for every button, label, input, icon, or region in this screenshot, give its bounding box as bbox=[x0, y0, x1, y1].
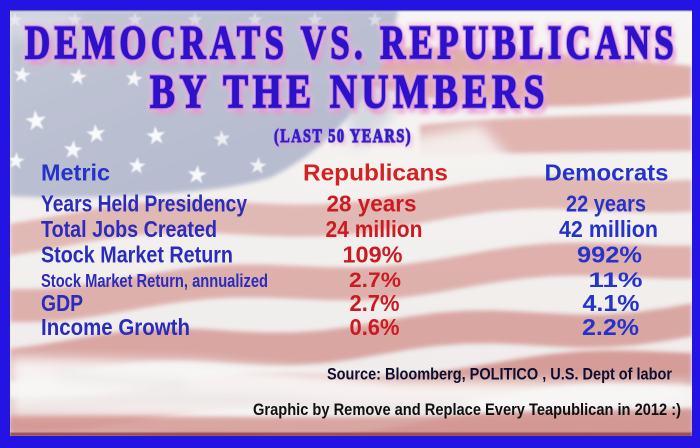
svg-text:992%: 992% bbox=[577, 242, 642, 268]
svg-text:109%: 109% bbox=[343, 242, 403, 268]
svg-text:Stock Market Return: Stock Market Return bbox=[41, 242, 233, 268]
svg-text:24 million: 24 million bbox=[326, 216, 423, 242]
svg-text:DEMOCRATS VS. REPUBLICANS: DEMOCRATS VS. REPUBLICANS bbox=[25, 17, 678, 70]
svg-text:0.6%: 0.6% bbox=[350, 314, 400, 340]
svg-text:DEMOCRATS VS. REPUBLICANS: DEMOCRATS VS. REPUBLICANS bbox=[25, 17, 678, 70]
svg-text:BY THE NUMBERS: BY THE NUMBERS bbox=[154, 72, 553, 125]
svg-text:Democrats: Democrats bbox=[545, 160, 669, 186]
svg-text:4.1%: 4.1% bbox=[583, 290, 640, 316]
svg-text:22 years: 22 years bbox=[566, 190, 646, 216]
svg-text:Source: Bloomberg, POLITICO ,: Source: Bloomberg, POLITICO , U.S. Dept … bbox=[327, 366, 673, 384]
svg-text:2.7%: 2.7% bbox=[350, 290, 400, 316]
svg-text:28 years: 28 years bbox=[327, 190, 417, 216]
svg-text:Total Jobs Created: Total Jobs Created bbox=[41, 216, 217, 242]
svg-text:42 million: 42 million bbox=[559, 216, 658, 242]
svg-text:BY THE NUMBERS: BY THE NUMBERS bbox=[150, 66, 549, 119]
svg-text:Stock Market Return, annualize: Stock Market Return, annualized bbox=[41, 271, 268, 291]
svg-text:2.7%: 2.7% bbox=[349, 269, 401, 292]
svg-text:GDP: GDP bbox=[41, 290, 83, 316]
svg-text:(LAST 50 YEARS): (LAST 50 YEARS) bbox=[274, 126, 412, 147]
svg-text:DEMOCRATS VS. REPUBLICANS: DEMOCRATS VS. REPUBLICANS bbox=[29, 23, 682, 76]
svg-text:Graphic by Remove and Replace: Graphic by Remove and Replace Every Teap… bbox=[253, 401, 681, 419]
svg-text:Metric: Metric bbox=[41, 160, 110, 186]
svg-text:DEMOCRATS VS. REPUBLICANS: DEMOCRATS VS. REPUBLICANS bbox=[25, 17, 678, 70]
svg-text:(LAST 50 YEARS): (LAST 50 YEARS) bbox=[274, 126, 412, 147]
svg-text:11%: 11% bbox=[589, 269, 643, 292]
svg-text:Income Growth: Income Growth bbox=[41, 314, 190, 340]
svg-text:2.2%: 2.2% bbox=[582, 314, 639, 340]
svg-text:Years Held Presidency: Years Held Presidency bbox=[41, 190, 247, 216]
svg-text:BY THE NUMBERS: BY THE NUMBERS bbox=[150, 66, 549, 119]
svg-text:BY THE NUMBERS: BY THE NUMBERS bbox=[150, 66, 549, 119]
svg-text:(LAST 50 YEARS): (LAST 50 YEARS) bbox=[276, 129, 414, 150]
svg-text:Republicans: Republicans bbox=[303, 160, 448, 186]
